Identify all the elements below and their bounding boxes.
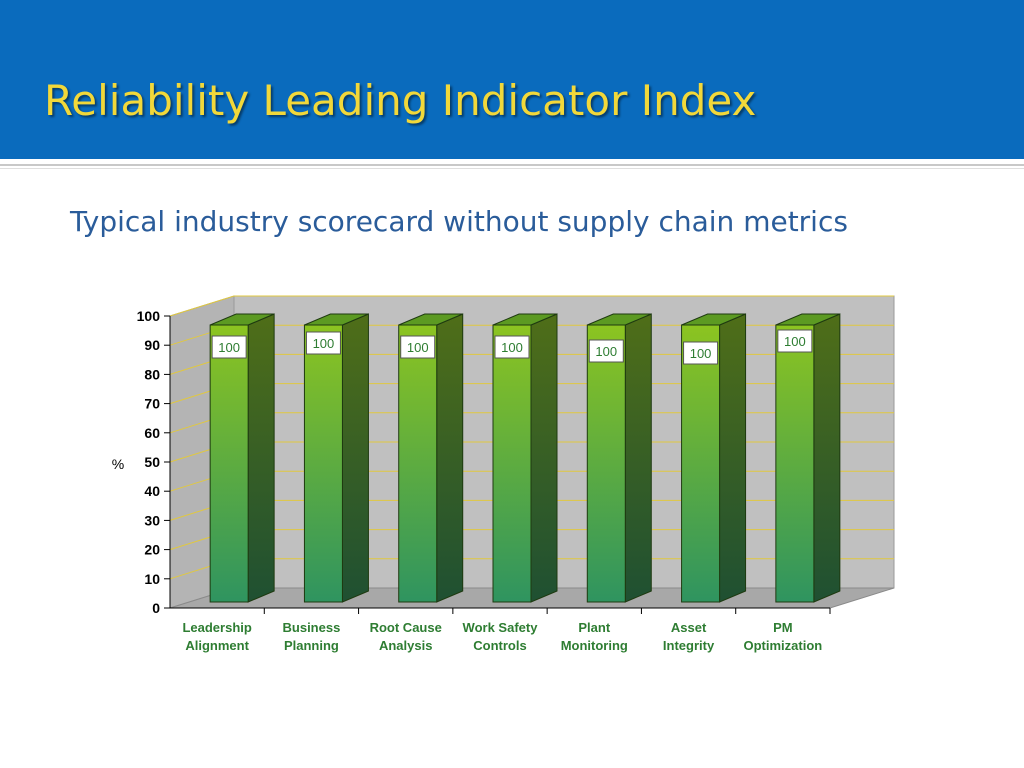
- bar: [209, 324, 249, 603]
- bar-top: [492, 313, 558, 326]
- x-tick-label: Business: [283, 620, 341, 635]
- y-tick-label: 80: [144, 366, 160, 382]
- y-tick-label: 100: [137, 308, 161, 324]
- data-label: 100: [784, 334, 806, 349]
- y-tick-label: 60: [144, 425, 160, 441]
- bar: [303, 324, 343, 603]
- data-label: 100: [313, 336, 335, 351]
- y-tick-label: 90: [144, 337, 160, 353]
- bar: [775, 324, 815, 603]
- x-tick-label: Analysis: [379, 638, 432, 653]
- data-label: 100: [690, 346, 712, 361]
- bar-top: [681, 313, 746, 326]
- x-tick-label: Integrity: [663, 638, 715, 653]
- slide-title: Reliability Leading Indicator Index: [44, 76, 757, 125]
- bar-side: [247, 313, 275, 603]
- y-tick-label: 40: [144, 483, 160, 499]
- data-label-box: [588, 339, 624, 363]
- bar-side: [530, 313, 558, 603]
- bar: [398, 324, 438, 603]
- data-label-box: [211, 335, 247, 359]
- bar-side: [813, 313, 841, 603]
- divider-line-thin: [0, 168, 1024, 169]
- data-label: 100: [501, 340, 523, 355]
- bar: [492, 324, 532, 603]
- bar-side: [436, 313, 464, 603]
- divider-line: [0, 164, 1024, 166]
- data-label-box: [777, 329, 813, 353]
- bar-top: [304, 313, 369, 326]
- x-tick-label: Asset: [671, 620, 707, 635]
- data-label: 100: [218, 340, 240, 355]
- bar-top: [587, 313, 652, 326]
- bar-side: [719, 313, 747, 603]
- slide-subtitle: Typical industry scorecard without suppl…: [70, 205, 848, 238]
- data-label: 100: [595, 344, 617, 359]
- x-tick-label: Leadership: [182, 620, 251, 635]
- y-tick-label: 30: [144, 512, 160, 528]
- data-label: 100: [407, 340, 429, 355]
- bar-side: [341, 313, 369, 603]
- y-tick-label: 50: [144, 454, 160, 470]
- data-label-box: [400, 335, 436, 359]
- x-tick-label: Work Safety: [463, 620, 539, 635]
- bar-top: [398, 313, 463, 326]
- gridline: [169, 295, 894, 317]
- y-axis-label: %: [112, 456, 124, 472]
- x-tick-label: Controls: [473, 638, 526, 653]
- data-label-box: [494, 335, 530, 359]
- bar: [681, 324, 721, 603]
- bar-side: [624, 313, 652, 603]
- bar: [586, 324, 626, 603]
- data-label-box: [305, 331, 341, 355]
- bar-top: [775, 313, 841, 326]
- x-tick-label: Root Cause: [370, 620, 442, 635]
- x-tick-label: PM: [773, 620, 793, 635]
- x-tick-label: Optimization: [743, 638, 822, 653]
- x-tick-label: Monitoring: [561, 638, 628, 653]
- y-tick-label: 10: [144, 571, 160, 587]
- title-bar: [0, 0, 1024, 159]
- y-tick-label: 0: [152, 600, 160, 616]
- bar-top: [209, 313, 275, 326]
- y-tick-label: 70: [144, 396, 160, 412]
- data-label-box: [683, 341, 719, 365]
- x-tick-label: Alignment: [185, 638, 249, 653]
- x-tick-label: Planning: [284, 638, 339, 653]
- x-tick-label: Plant: [578, 620, 610, 635]
- y-tick-label: 20: [144, 542, 160, 558]
